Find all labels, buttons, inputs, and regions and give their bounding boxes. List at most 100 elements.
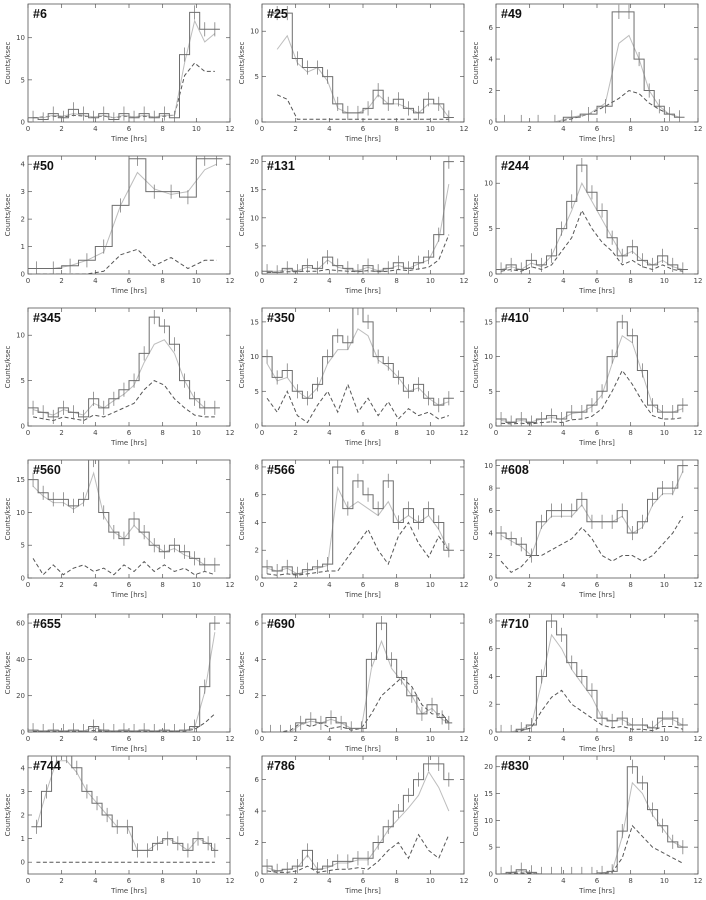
x-axis-label: Time [hrs] [110, 439, 147, 447]
y-tick-label: 20 [16, 692, 25, 700]
model-line [33, 632, 216, 732]
x-tick-label: 4 [93, 735, 98, 743]
x-tick-label: 8 [394, 125, 398, 133]
y-tick-label: 3 [21, 788, 25, 796]
x-tick-label: 6 [595, 735, 600, 743]
x-tick-label: 2 [527, 429, 531, 437]
counts-histogram [496, 465, 688, 557]
y-axis-label: Counts/ksec [4, 652, 12, 695]
plot-frame [261, 307, 465, 427]
x-tick-label: 4 [327, 429, 332, 437]
y-tick-label: 0 [489, 423, 493, 431]
y-tick-label: 1 [21, 243, 25, 251]
y-axis-label: Counts/ksec [472, 498, 480, 541]
plot-frame [495, 3, 699, 123]
panel-label: #244 [501, 159, 529, 173]
x-tick-label: 2 [527, 581, 531, 589]
panel-label: #49 [501, 7, 522, 21]
y-tick-label: 0 [21, 575, 25, 583]
x-axis-label: Time [hrs] [578, 887, 615, 895]
component-dashed-line [276, 94, 449, 120]
x-tick-label: 0 [260, 735, 264, 743]
y-tick-label: 4 [255, 656, 260, 664]
lightcurve-svg: 0 2 4 6 8 10 12 0 5 10 Time [hrs] Counts/ksec #345 [4, 307, 234, 447]
x-tick-label: 10 [660, 735, 669, 743]
panel-label: #655 [33, 617, 61, 631]
y-tick-label: 6 [255, 776, 260, 784]
plot-area [496, 460, 688, 574]
lightcurve-svg: 0 2 4 6 8 10 12 0 2 4 6 8 Time [hrs] Counts/ksec #710 [472, 613, 702, 753]
y-tick-label: 2 [21, 812, 25, 820]
y-tick-label: 10 [484, 180, 493, 188]
x-tick-label: 12 [694, 125, 703, 133]
panel-label: #6 [33, 7, 47, 21]
lightcurve-panel: 0 2 4 6 8 10 12 0 5 10 15 Time [hrs] Counts/ksec #350 [236, 304, 468, 452]
lightcurve-svg: 0 2 4 6 8 10 12 0 5 10 15 Time [hrs] Counts/ksec #350 [238, 307, 468, 447]
x-axis-label: Time [hrs] [578, 439, 615, 447]
counts-histogram [496, 620, 688, 732]
x-axis-label: Time [hrs] [578, 135, 615, 143]
x-tick-label: 0 [494, 735, 498, 743]
x-tick-label: 6 [127, 277, 132, 285]
model-line [32, 339, 215, 416]
y-tick-label: 10 [250, 28, 259, 36]
x-tick-label: 12 [226, 877, 235, 885]
y-tick-label: 10 [250, 353, 259, 361]
x-tick-label: 8 [160, 877, 164, 885]
x-tick-label: 6 [361, 429, 366, 437]
y-tick-label: 0 [255, 119, 259, 127]
x-tick-label: 8 [628, 277, 632, 285]
plot-frame [27, 755, 231, 875]
x-tick-label: 8 [160, 581, 164, 589]
lightcurve-svg: 0 2 4 6 8 10 12 0 2 4 6 Time [hrs] Counts/ksec #690 [238, 613, 468, 753]
counts-histogram [265, 622, 453, 732]
y-tick-label: 8 [255, 463, 259, 471]
x-tick-label: 10 [192, 277, 201, 285]
component-dashed-line [501, 824, 684, 874]
plot-area [496, 314, 688, 426]
y-tick-label: 5 [489, 844, 493, 852]
x-axis-label: Time [hrs] [578, 287, 615, 295]
x-tick-label: 4 [93, 429, 98, 437]
x-tick-label: 10 [660, 277, 669, 285]
lightcurve-svg: 0 2 4 6 8 10 12 0 2 4 6 Time [hrs] Counts/ksec #786 [238, 755, 468, 895]
x-tick-label: 12 [460, 277, 469, 285]
lightcurve-panel: 0 2 4 6 8 10 12 0 1 2 3 4 Time [hrs] Counts/ksec #744 [2, 752, 234, 900]
y-tick-label: 4 [255, 808, 260, 816]
y-tick-label: 10 [484, 462, 493, 470]
x-tick-label: 0 [260, 277, 264, 285]
x-tick-label: 0 [260, 125, 264, 133]
x-tick-label: 6 [595, 125, 600, 133]
model-line [267, 184, 450, 272]
x-tick-label: 10 [192, 429, 201, 437]
lightcurve-svg: 0 2 4 6 8 10 12 0 2 4 6 Time [hrs] Counts/ksec #49 [472, 3, 703, 143]
lightcurve-svg: 0 2 4 6 8 10 12 0 5 10 Time [hrs] Counts/ksec #6 [4, 3, 234, 143]
y-tick-label: 60 [16, 620, 25, 628]
x-tick-label: 2 [293, 877, 297, 885]
x-tick-label: 6 [595, 277, 600, 285]
panel-label: #410 [501, 311, 529, 325]
x-tick-label: 4 [561, 429, 566, 437]
x-tick-label: 4 [93, 277, 98, 285]
x-tick-label: 0 [260, 877, 264, 885]
panel-label: #566 [267, 463, 295, 477]
plot-area [262, 156, 454, 274]
x-axis-label: Time [hrs] [344, 135, 381, 143]
x-tick-label: 0 [26, 277, 30, 285]
lightcurve-panel: 0 2 4 6 8 10 12 0 5 10 Time [hrs] Counts/ksec #244 [470, 152, 702, 300]
x-tick-label: 2 [527, 125, 531, 133]
x-tick-label: 12 [226, 581, 235, 589]
y-tick-label: 0 [255, 729, 259, 737]
x-tick-label: 0 [26, 735, 30, 743]
lightcurve-panel: 0 2 4 6 8 10 12 0 5 10 Time [hrs] Counts/ksec #345 [2, 304, 234, 452]
y-tick-label: 0 [21, 119, 25, 127]
x-tick-label: 4 [327, 735, 332, 743]
y-tick-label: 8 [489, 617, 493, 625]
x-tick-label: 8 [160, 429, 164, 437]
lightcurve-panel: 0 2 4 6 8 10 12 0 2 4 6 8 Time [hrs] Counts/ksec #566 [236, 456, 468, 604]
x-tick-label: 8 [160, 277, 164, 285]
y-tick-label: 40 [16, 656, 25, 664]
component-dashed-line [36, 248, 217, 274]
plot-area [28, 615, 220, 732]
y-tick-label: 15 [484, 790, 493, 798]
